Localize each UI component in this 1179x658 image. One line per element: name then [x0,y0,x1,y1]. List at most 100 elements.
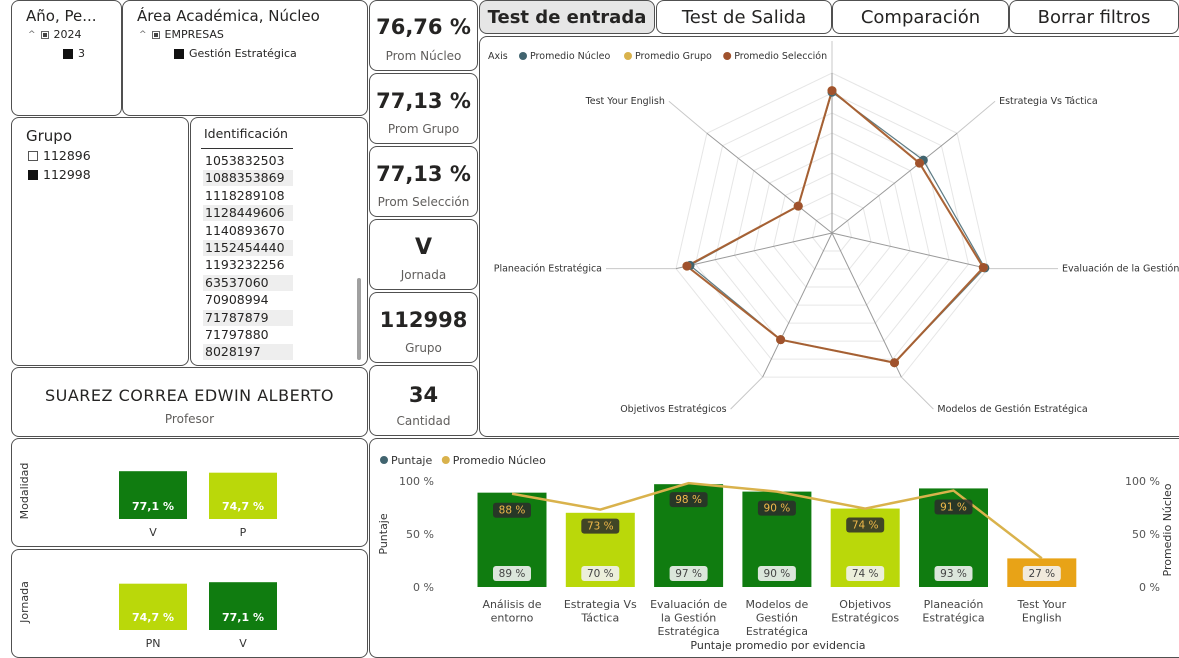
grupo-card: 112998 Grupo [369,292,478,363]
teacher-label: Profesor [164,412,215,426]
tab-borrar-filtros[interactable]: Borrar filtros [1009,0,1179,34]
radar-axis-label: Modelos de Gestión Estratégica [937,404,1087,415]
id-item[interactable]: 1140893670 [205,222,285,238]
combo-line-label: 90 % [764,503,791,515]
tab-test-salida[interactable]: Test de Salida [656,0,832,34]
teacher-name: SUAREZ CORREA EDWIN ALBERTO [44,386,334,405]
jornada-category-label: V [239,637,247,650]
modalidad-category-label: P [240,526,247,539]
id-header-underline [201,148,293,149]
chevron-up-icon[interactable]: ^ [139,29,147,40]
prom-nucleo-label: Prom Núcleo [385,49,462,63]
checkbox-icon[interactable] [28,150,38,161]
id-slicer[interactable]: Identificación 1053832503 1088353869 11182… [190,117,368,366]
modalidad-axis-title: Modalidad [18,463,31,520]
cantidad-card: 34 Cantidad [369,365,478,436]
prom-grupo-value: 77,13 % [376,89,471,113]
period-item-3[interactable]: 3 [63,47,85,60]
combo-line-label: 98 % [675,494,702,506]
combo-line [511,481,1043,560]
jornada-bar [119,583,187,630]
evidence-chart-panel: Puntaje Promedio Núcleo 100 % 100 % 50 % 50 %… [369,438,1179,658]
combo-line-label: 73 % [587,521,614,533]
jornada-data-label: 74,7 % [132,611,174,624]
combo-y-tick: 50 % [406,528,434,541]
group-slicer[interactable]: Grupo 112896 112998 [11,117,189,366]
year-item-2024[interactable]: ^ 2024 [28,28,82,41]
radar-grid-ring [792,192,872,270]
jornada-chart: Jornada 74,7 % PN 77,1 % V [18,581,277,650]
radar-legend-title: Axis [488,51,508,62]
modalidad-bar [209,472,277,519]
area-item-empresas[interactable]: ^ EMPRESAS [139,28,224,41]
radar-chart: Axis Promedio Núcleo Promedio Grupo Promedi… [488,37,1179,415]
tab-test-entrada[interactable]: Test de entrada [479,0,655,34]
id-item[interactable]: 8028197 [203,344,293,361]
combo-bar-label-bg [493,566,531,581]
group-item-112896[interactable]: 112896 [28,148,91,163]
modalidad-bar [119,471,187,519]
nucleo-item-gestion[interactable]: Gestión Estratégica [174,47,297,60]
radar-axis-label: Objetivos Estratégicos [620,404,726,415]
combo-y-axis-title: Puntaje [377,513,390,554]
combo-legend-item: Promedio Núcleo [453,454,546,467]
area-slicer[interactable]: Área Académica, Núcleo ^ EMPRESAS Gestió… [122,0,368,116]
id-item[interactable]: 63537060 [203,274,293,291]
radar-grid-ring [694,92,970,360]
id-item[interactable]: 1118289108 [205,187,285,203]
id-item[interactable]: 71797880 [205,327,269,342]
combo-legend-marker [441,456,450,464]
combo-category-label: Estrategia Vs Táctica [564,598,637,625]
radar-spoke [675,232,833,270]
radar-grid-ring [753,152,911,306]
partial-checkbox-icon[interactable] [40,30,49,39]
combo-line-label-bg [669,492,708,508]
combo-bar-label: 74 % [852,568,879,580]
radar-label-leader [901,376,934,410]
radar-label-leader [730,376,763,410]
year-slicer[interactable]: Año, Pe... ^ 2024 3 [11,0,122,116]
combo-legend-marker [380,456,388,464]
tab-comparacion[interactable]: Comparación [832,0,1009,34]
partial-checkbox-icon[interactable] [151,30,160,39]
scrollbar-thumb[interactable] [357,278,361,360]
id-item[interactable]: 1053832503 [205,153,285,168]
prom-nucleo-card: 76,76 % Prom Núcleo [369,0,478,71]
radar-point [915,158,925,168]
checked-box-icon[interactable] [28,169,38,180]
teacher-card: SUAREZ CORREA EDWIN ALBERTO Profesor [11,367,368,437]
radar-axis-label: Evaluación de la Gestión Estraté... [1062,264,1179,275]
group-item-112998[interactable]: 112998 [28,167,91,182]
radar-axis-label: Test Your English [585,96,665,107]
id-item[interactable]: 1152454440 [203,240,293,256]
radar-legend-marker [624,52,632,60]
nucleo-item-label: Gestión Estratégica [189,47,297,60]
combo-line-label-bg [934,499,973,515]
combo-line-label-bg [846,517,885,533]
radar-legend-item: Promedio Selección [734,51,827,62]
radar-legend-item: Promedio Grupo [635,51,712,62]
checked-box-icon[interactable] [174,48,184,59]
combo-y2-tick: 100 % [1125,475,1160,488]
jornada-label: Jornada [400,268,447,282]
combo-category-label: Evaluación de la Gestión Estratégica [650,598,727,638]
radar-point [793,201,803,211]
prom-nucleo-value: 76,76 % [376,15,471,39]
id-item[interactable]: 70908994 [205,292,269,308]
radar-grid-ring [772,172,892,288]
prom-seleccion-value: 77,13 % [376,162,471,186]
radar-grid-ring [714,112,950,342]
modalidad-chart: Modalidad 77,1 % V 74,7 % P [18,463,277,539]
id-item[interactable]: 1128449606 [203,205,293,222]
checked-box-icon[interactable] [63,48,73,59]
radar-spoke [762,232,833,378]
id-item[interactable]: 1193232256 [205,257,285,273]
modalidad-data-label: 77,1 % [132,500,174,513]
id-item[interactable]: 1088353869 [203,170,293,187]
id-item[interactable]: 71787879 [203,309,293,326]
modalidad-chart-panel: Modalidad 77,1 % V 74,7 % P [11,438,368,547]
combo-bar-label: 70 % [587,568,614,580]
modalidad-category-label: V [149,526,157,539]
chevron-up-icon[interactable]: ^ [28,29,36,40]
combo-bar-label-bg [1022,566,1061,581]
